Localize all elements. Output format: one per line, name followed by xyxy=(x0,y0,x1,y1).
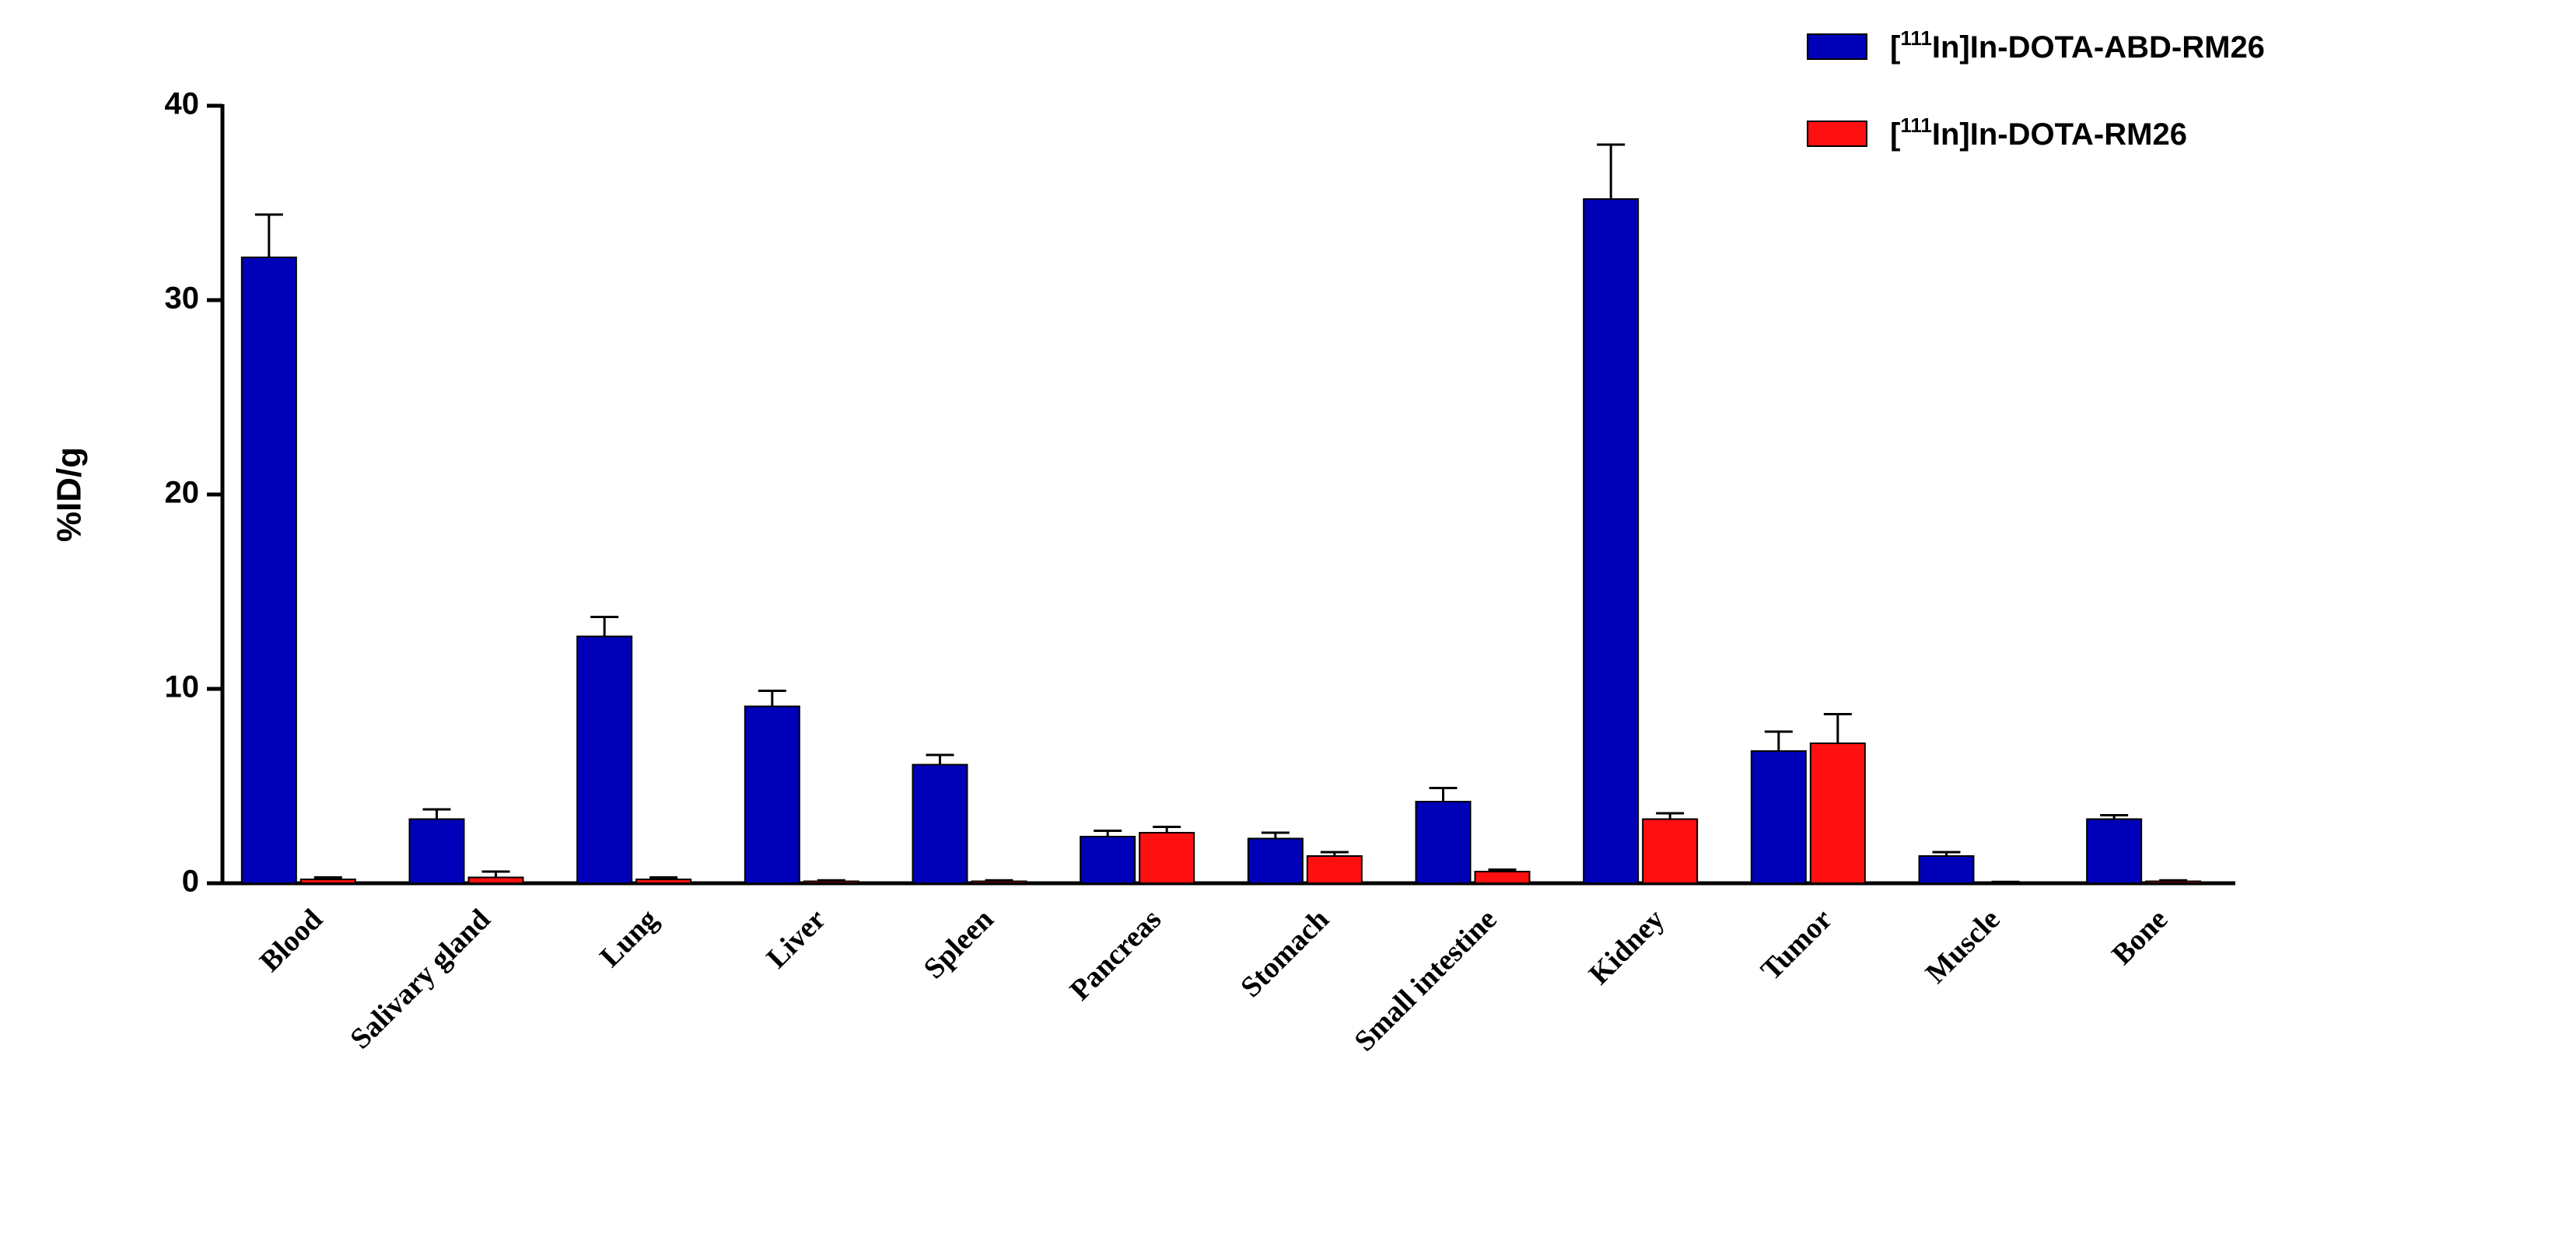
y-tick-label: 10 xyxy=(165,670,200,704)
y-tick-label: 30 xyxy=(165,281,200,316)
bar xyxy=(1247,837,1304,884)
bar xyxy=(1750,750,1807,884)
legend-label: [111In]In-DOTA-RM26 xyxy=(1890,114,2187,152)
x-tick-label: Stomach xyxy=(1234,903,1335,1004)
bar xyxy=(635,879,692,884)
bar xyxy=(1809,743,1866,884)
x-tick-label: Spleen xyxy=(918,903,1000,985)
x-tick-label: Small intestine xyxy=(1348,903,1503,1057)
legend-swatch xyxy=(1807,121,1867,147)
x-tick-label: Salivary gland xyxy=(344,903,496,1055)
bar xyxy=(971,880,1027,884)
x-tick-label: Bone xyxy=(2105,903,2174,971)
bar xyxy=(408,818,465,884)
x-tick-label: Muscle xyxy=(1920,903,2007,990)
x-tick-label: Liver xyxy=(760,903,831,974)
bar xyxy=(1306,855,1363,884)
bar xyxy=(240,257,297,884)
bar xyxy=(912,764,968,884)
bar xyxy=(744,705,800,884)
bar xyxy=(299,879,356,884)
legend-swatch xyxy=(1807,33,1867,60)
x-tick-label: Kidney xyxy=(1583,903,1671,991)
bar xyxy=(467,876,524,884)
y-tick-label: 0 xyxy=(182,865,199,899)
bar xyxy=(1583,198,1640,884)
bar xyxy=(1474,871,1531,884)
bar xyxy=(576,635,633,884)
y-tick-label: 40 xyxy=(165,87,200,121)
y-axis-label: %ID/g xyxy=(51,447,89,542)
bar xyxy=(1080,836,1136,884)
bar xyxy=(1415,801,1472,884)
legend-label: [111In]In-DOTA-ABD-RM26 xyxy=(1890,26,2265,65)
bar xyxy=(1642,818,1699,884)
bar xyxy=(1918,855,1975,884)
bar xyxy=(1139,832,1195,884)
x-tick-label: Lung xyxy=(593,903,664,973)
x-tick-label: Blood xyxy=(254,903,329,978)
x-tick-label: Pancreas xyxy=(1064,903,1168,1007)
bar xyxy=(2086,818,2143,884)
x-tick-label: Tumor xyxy=(1755,903,1839,987)
y-tick-label: 20 xyxy=(165,476,200,510)
bar xyxy=(2145,880,2202,884)
bar xyxy=(803,880,859,884)
